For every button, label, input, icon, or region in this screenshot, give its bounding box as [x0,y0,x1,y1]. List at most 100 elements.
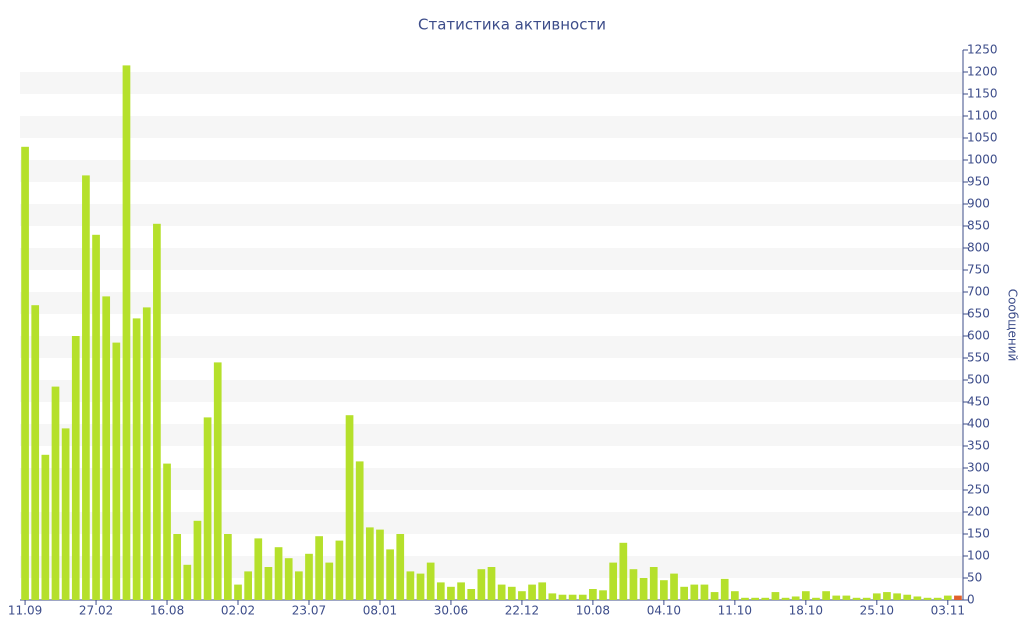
x-tick-label: 27.02 [79,604,113,618]
x-tick-label: 22.12 [505,604,539,618]
y-tick-label: 950 [967,175,990,189]
bar [943,595,952,600]
bar [710,592,719,600]
bar [933,597,942,600]
bar [426,562,435,600]
bar [639,578,648,600]
bar [365,527,374,600]
bar [923,597,932,600]
bar [629,569,638,600]
bar [761,597,770,600]
bar [507,586,516,600]
bar [376,529,384,600]
y-tick-label: 600 [967,329,990,343]
bar [720,578,729,600]
bar [649,567,658,600]
bar [791,596,800,600]
y-tick-label: 1250 [967,43,998,57]
bar [122,65,131,600]
bar [31,305,40,600]
y-tick-label: 1100 [967,109,998,123]
bar [822,591,830,600]
x-tick-label: 30.06 [434,604,468,618]
y-tick-label: 300 [967,461,990,475]
grid-band [20,204,963,226]
bar [325,562,334,600]
bar [284,558,293,600]
bar [781,597,790,600]
bar [731,591,739,600]
bar [842,595,851,600]
y-tick-label: 550 [967,351,990,365]
y-tick-label: 350 [967,439,990,453]
y-tick-label: 500 [967,373,990,387]
y-tick-label: 200 [967,505,990,519]
grid-band [20,380,963,402]
bar [183,564,192,600]
bar [132,318,141,600]
y-tick-label: 100 [967,549,990,563]
bar [213,362,222,600]
bar [355,461,364,600]
grid-band [20,116,963,138]
bar [71,336,80,600]
y-tick-label: 400 [967,417,990,431]
y-tick-label: 800 [967,241,990,255]
bar [812,597,820,600]
bar [862,597,871,600]
bar [447,586,455,600]
bar [477,569,486,600]
y-tick-label: 250 [967,483,990,497]
bar [903,594,912,600]
bar [680,586,689,600]
x-tick-label: 25.10 [860,604,894,618]
y-tick-label: 750 [967,263,990,277]
x-tick-label: 16.08 [150,604,184,618]
x-tick-label: 04.10 [647,604,681,618]
bar [852,597,861,600]
bar [801,591,810,600]
chart-title: Статистика активности [418,16,606,34]
bar [700,584,709,600]
bar [142,307,151,600]
bar [92,234,100,601]
bar [416,573,425,600]
bar [528,584,536,600]
bar [153,223,161,601]
bar [112,342,121,600]
grid-band [20,72,963,94]
bar [578,594,587,600]
bar [872,593,881,600]
bar [832,595,841,600]
bar [406,571,415,600]
bar [274,547,283,600]
bar [954,595,962,600]
grid-band [20,424,963,446]
bar [305,553,313,600]
bar [82,175,90,600]
bar [599,590,607,600]
bar [193,520,202,600]
bar [102,296,111,600]
x-tick-label: 03.11 [931,604,965,618]
bar [244,571,252,600]
bar [51,386,60,600]
bar [670,573,678,600]
y-tick-label: 700 [967,285,990,299]
y-tick-label: 1150 [967,87,998,101]
bar [294,571,303,600]
bar [315,536,323,600]
bar [467,589,476,600]
bar [690,584,699,600]
bar [163,463,171,600]
bar [254,538,263,600]
y-tick-label: 50 [967,571,982,585]
x-tick-label: 02.02 [221,604,255,618]
grid-band [20,336,963,358]
y-tick-label: 1000 [967,153,998,167]
bar [883,592,891,600]
bar [457,582,465,600]
bar [751,597,759,600]
y-tick-label: 450 [967,395,990,409]
